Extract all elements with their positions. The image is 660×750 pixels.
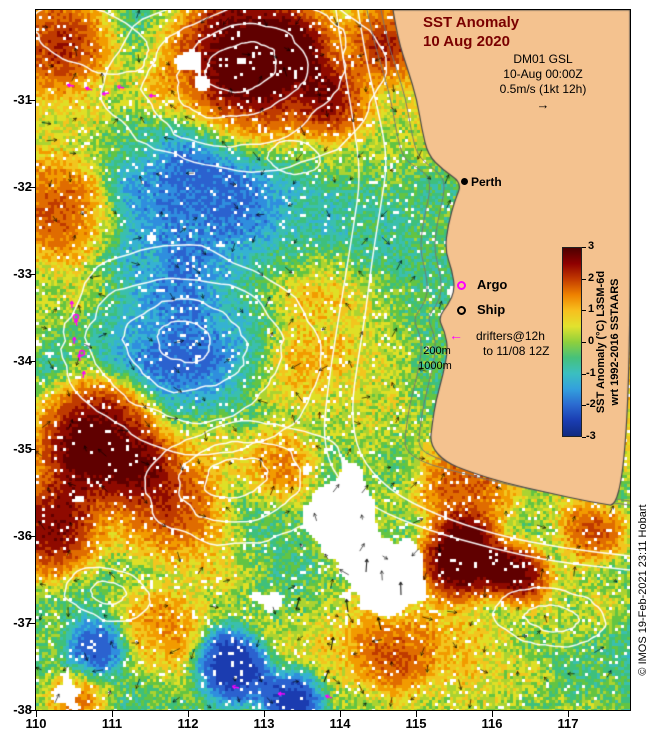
colorbar-tick-label: 1: [588, 303, 595, 315]
depth-200m-label: 200m: [423, 345, 451, 357]
colorbar-tick-mark: [582, 405, 586, 406]
x-axis-tick-label: 110: [25, 716, 47, 731]
colorbar-tick-label: -2: [586, 398, 596, 410]
product-info: DM01 GSL 10-Aug 00:00Z 0.5m/s (1kt 12h): [478, 52, 608, 97]
x-axis-tick-mark: [416, 711, 417, 717]
y-axis-tick-mark: [29, 274, 35, 275]
ship-marker-icon: [457, 306, 466, 315]
y-axis-tick-mark: [29, 449, 35, 450]
drifters-label-line2: to 11/08 12Z: [483, 344, 550, 358]
y-axis-tick-label: -38: [13, 702, 32, 717]
colorbar-tick-label: 3: [588, 240, 595, 252]
x-axis-tick-mark: [492, 711, 493, 717]
argo-marker-icon: [457, 281, 466, 290]
sst-map-canvas: [36, 10, 630, 710]
y-axis-tick-label: -36: [13, 528, 32, 543]
y-axis-tick-label: -37: [13, 615, 32, 630]
x-axis-tick-label: 112: [177, 716, 199, 731]
map-plot-area: [35, 9, 631, 711]
colorbar-tick-label: -3: [586, 430, 596, 442]
x-axis-tick-mark: [568, 711, 569, 717]
colorbar-gradient: [562, 247, 582, 437]
ship-label: Ship: [477, 302, 506, 317]
map-title: SST Anomaly 10 Aug 2020: [423, 13, 519, 51]
y-axis-tick-label: -32: [13, 179, 32, 194]
x-axis-tick-mark: [112, 711, 113, 717]
y-axis-tick-label: -34: [13, 353, 32, 368]
perth-marker: [461, 178, 468, 185]
info-scale: 0.5m/s (1kt 12h): [499, 82, 587, 96]
y-axis-tick-mark: [29, 710, 35, 711]
colorbar-tick-label: 0: [588, 335, 595, 347]
colorbar-axis-label-line2: wrt 1992-2016 SSTAARS: [609, 278, 621, 406]
x-axis-tick-label: 116: [481, 716, 503, 731]
y-axis-tick-mark: [29, 361, 35, 362]
x-axis-tick-mark: [188, 711, 189, 717]
colorbar-tick-mark: [582, 310, 586, 311]
y-axis-tick-label: -31: [13, 92, 32, 107]
credit-text: © IMOS 19-Feb-2021 23:11 Hobart: [637, 504, 649, 676]
drifters-label-line1: drifters@12h: [476, 329, 545, 343]
x-axis-tick-label: 115: [405, 716, 427, 731]
scale-arrow-icon: →: [536, 97, 550, 112]
y-axis-tick-label: -33: [13, 266, 32, 281]
colorbar-axis-label-line1: SST Anomaly (°C) L3SM-6d: [595, 270, 607, 414]
x-axis-tick-label: 117: [557, 716, 579, 731]
colorbar-tick-mark: [582, 247, 586, 248]
info-datetime: 10-Aug 00:00Z: [503, 67, 583, 81]
y-axis-tick-mark: [29, 187, 35, 188]
title-line-2: 10 Aug 2020: [423, 33, 510, 50]
colorbar-tick-mark: [582, 437, 586, 438]
perth-label: Perth: [471, 175, 502, 189]
y-axis-tick-mark: [29, 100, 35, 101]
colorbar-tick-label: -1: [586, 367, 596, 379]
colorbar-tick-mark: [582, 374, 586, 375]
colorbar-tick-label: 2: [588, 272, 595, 284]
y-axis-tick-mark: [29, 623, 35, 624]
x-axis-tick-label: 113: [253, 716, 275, 731]
y-axis-tick-label: -35: [13, 441, 32, 456]
title-line-1: SST Anomaly: [423, 14, 520, 31]
colorbar-axis-label: SST Anomaly (°C) L3SM-6d wrt 1992-2016 S…: [594, 242, 624, 442]
x-axis-tick-label: 111: [101, 716, 123, 731]
x-axis-tick-label: 114: [329, 716, 351, 731]
info-product: DM01 GSL: [513, 52, 573, 66]
x-axis-tick-mark: [340, 711, 341, 717]
x-axis-tick-mark: [264, 711, 265, 717]
x-axis-tick-mark: [36, 711, 37, 717]
drifter-arrow-icon: ←: [449, 327, 463, 343]
depth-1000m-label: 1000m: [418, 360, 452, 372]
y-axis-tick-mark: [29, 536, 35, 537]
colorbar-tick-mark: [582, 279, 586, 280]
colorbar-tick-mark: [582, 342, 586, 343]
argo-label: Argo: [477, 277, 508, 292]
